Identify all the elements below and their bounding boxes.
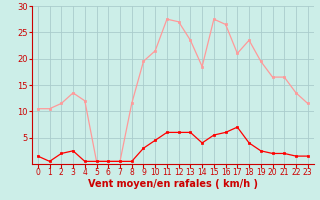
X-axis label: Vent moyen/en rafales ( km/h ): Vent moyen/en rafales ( km/h ) <box>88 179 258 189</box>
